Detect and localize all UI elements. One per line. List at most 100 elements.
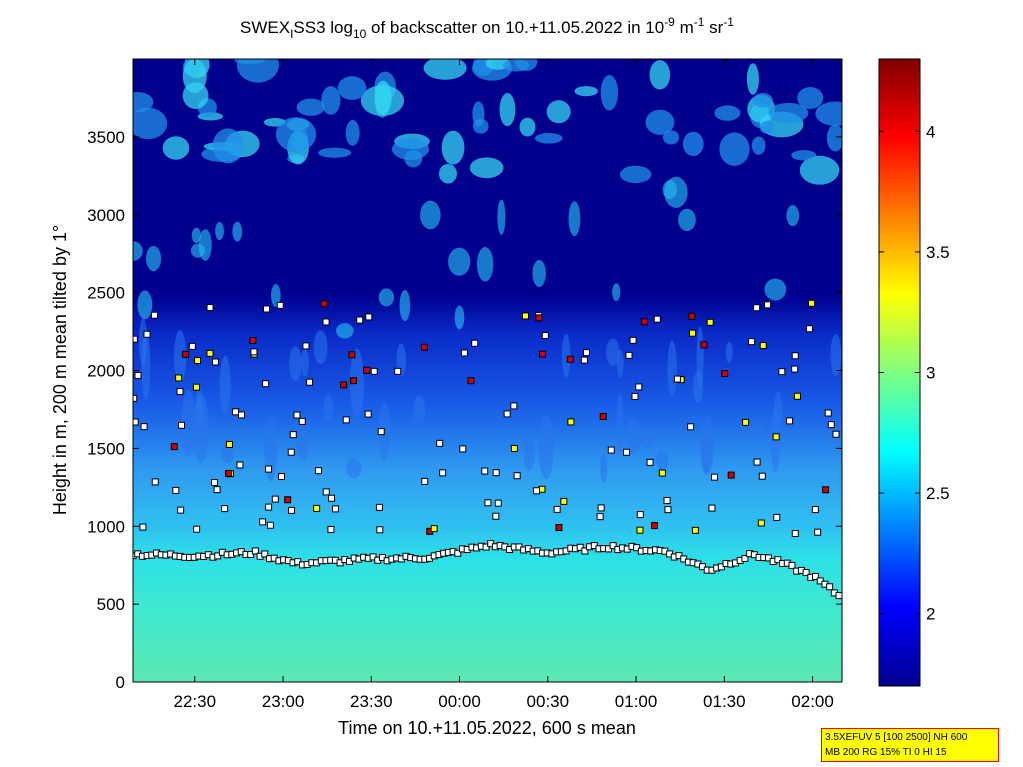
layer-marker [377,428,385,436]
layer-marker [793,392,801,400]
cloud-patch [826,124,842,152]
layer-marker [266,521,274,529]
cloud-patch [678,208,696,232]
layer-marker [193,525,201,533]
info-line-2: MB 200 RG 15% TI 0 HI 15 [825,747,947,758]
blue-streak [696,326,704,389]
cloud-patch [662,130,680,145]
layer-marker [259,518,267,526]
chart-title: SWEXISS3 log10 of backscatter on 10.+11.… [240,15,734,41]
layer-marker [188,342,196,350]
layer-marker [753,304,761,312]
blue-streak [655,450,669,471]
y-tick-label: 2000 [87,362,125,381]
layer-marker [774,556,782,564]
layer-marker [206,349,214,357]
cloud-patch [133,107,168,140]
layer-marker [430,525,438,533]
layer-marker [263,305,271,313]
cloud-patch [275,117,317,152]
layer-marker [322,488,330,496]
layer-marker [791,365,799,373]
layer-marker [553,505,561,513]
layer-marker [764,301,772,309]
cloud-patch [336,323,354,339]
layer-marker [261,550,269,558]
cloud-patch [448,247,471,276]
cloud-patch [318,147,352,158]
blue-streak [413,395,426,423]
cloud-patch [532,259,546,288]
layer-marker [788,561,796,569]
layer-marker [778,368,786,376]
blue-streak [323,394,334,421]
layer-marker [700,341,708,349]
layer-marker [140,423,148,431]
cloud-patch [137,290,153,320]
layer-marker [327,525,335,533]
layer-marker [249,337,257,345]
layer-marker [350,377,358,385]
cloud-patch [546,100,571,124]
layer-marker [492,469,500,477]
layer-marker [175,374,183,382]
layer-marker [133,394,138,402]
layer-marker [214,552,222,560]
cloud-patch [649,60,671,90]
cloud-patch [232,221,243,242]
layer-marker [808,299,816,307]
x-tick-label: 22:30 [174,692,217,711]
layer-marker [143,330,151,338]
layer-marker [314,467,322,475]
layer-marker [581,547,589,555]
cloud-patch [497,199,506,235]
layer-marker [535,314,543,322]
layer-marker [421,477,429,485]
cloud-patch [233,59,266,65]
layer-marker [532,487,540,495]
layer-marker [629,336,637,344]
cloud-patch [441,130,465,165]
cloud-patch [212,128,244,164]
layer-marker [688,312,696,320]
layer-marker [636,511,644,519]
layer-marker [635,383,643,391]
layer-marker [342,416,350,424]
layer-marker [284,496,292,504]
layer-marker [277,473,285,481]
layer-marker [812,572,820,580]
plot-area [133,59,842,682]
layer-marker [176,388,184,396]
cloud-patch [438,163,457,184]
layer-marker [302,342,310,350]
layer-marker [748,338,756,346]
layer-marker [236,461,244,469]
cloud-patch [764,278,787,301]
cloud-patch [337,76,367,101]
layer-marker [210,479,218,487]
colorbar-tick-label: 4 [926,122,935,141]
cloud-patch [345,120,360,146]
blue-streak [667,340,677,396]
layer-marker [225,469,233,477]
layer-marker [727,471,735,479]
layer-marker [721,370,729,378]
layer-marker [225,440,233,448]
cloud-patch [236,59,279,83]
layer-marker [758,472,766,480]
layer-marker [331,505,339,513]
cloud-patch [534,133,563,144]
blue-streak [752,421,766,443]
layer-marker [250,348,258,356]
layer-marker [172,486,180,494]
layer-marker [814,528,822,536]
layer-marker [192,383,200,391]
layer-marker [764,554,772,562]
colorbar-tick-label: 3.5 [926,243,950,262]
layer-marker [599,412,607,420]
blue-streak [221,443,235,464]
layer-marker [150,311,158,319]
cloud-patch [600,74,619,111]
layer-marker [687,423,695,431]
